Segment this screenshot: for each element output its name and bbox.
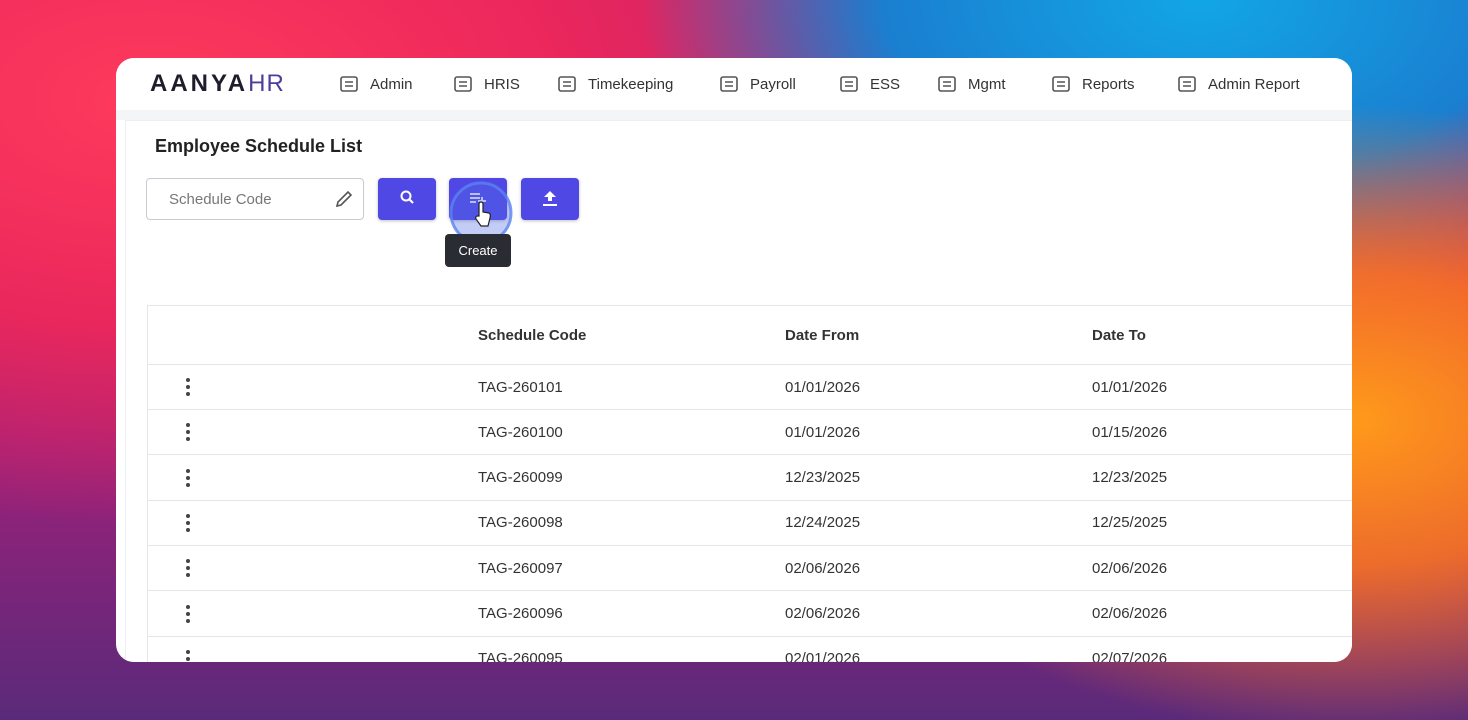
- nav-item[interactable]: Mgmt: [936, 72, 1006, 96]
- table: Schedule Code Date From Date To TAG-260101 0…: [147, 305, 1352, 662]
- create-button[interactable]: [449, 178, 507, 220]
- nav-icon: [1052, 76, 1070, 92]
- table-row: TAG-260095 02/01/2026 02/07/2026: [148, 637, 1352, 662]
- table-cell: 02/06/2026: [785, 559, 861, 577]
- upload-button[interactable]: [521, 178, 579, 220]
- table-cell: TAG-260099: [478, 469, 563, 487]
- row-menu[interactable]: [178, 501, 198, 545]
- logo[interactable]: AANYAHR: [150, 70, 285, 98]
- table-row: TAG-260098 12/24/2025 12/25/2025: [148, 501, 1352, 546]
- nav-label: HRIS: [484, 75, 520, 93]
- table-cell: TAG-260096: [478, 605, 563, 622]
- nav-icon: [340, 76, 358, 92]
- nav-icon: [720, 76, 738, 92]
- table-cell: 12/24/2025: [785, 514, 861, 532]
- logo-suffix: HR: [248, 70, 285, 97]
- column-header[interactable]: Date To: [1092, 326, 1146, 344]
- nav-bar: AANYAHR Admin HRIS Timekeeping Payroll ESS Mg…: [116, 58, 1352, 111]
- placeholder: Schedule Code: [169, 191, 272, 208]
- table-row: TAG-260097 02/06/2026 02/06/2026: [148, 546, 1352, 592]
- search-icon: [400, 190, 414, 204]
- edit-icon: [335, 190, 353, 208]
- row-menu[interactable]: [178, 592, 198, 636]
- nav-item[interactable]: Reports: [1050, 72, 1135, 96]
- search-input[interactable]: Schedule Code: [146, 178, 364, 220]
- table-cell: 02/01/2026: [785, 650, 861, 662]
- nav-icon: [938, 76, 956, 92]
- table-cell: 01/01/2026: [1092, 378, 1168, 396]
- nav-icon: [454, 76, 472, 92]
- table-cell: 01/01/2026: [785, 378, 861, 396]
- logo-brand: AANYA: [150, 70, 249, 97]
- table-row: TAG-260100 01/01/2026 01/15/2026: [148, 410, 1352, 456]
- table-cell: 01/01/2026: [785, 423, 861, 441]
- row-menu[interactable]: [178, 456, 198, 500]
- search-button[interactable]: [378, 178, 436, 220]
- row-menu[interactable]: [178, 410, 198, 454]
- column-header[interactable]: Date From: [785, 326, 860, 344]
- content: [125, 120, 1352, 662]
- table-cell: 12/23/2025: [1092, 469, 1168, 487]
- tooltip: Create: [445, 234, 511, 267]
- nav-icon: [1178, 76, 1196, 92]
- table-cell: TAG-260097: [478, 559, 563, 577]
- nav-item[interactable]: Timekeeping: [556, 72, 673, 96]
- nav-label: Admin Report: [1208, 75, 1300, 93]
- nav-item[interactable]: ESS: [838, 72, 900, 96]
- kebab-icon: [186, 513, 190, 532]
- kebab-icon: [186, 423, 190, 442]
- table-row: TAG-260101 01/01/2026 01/01/2026: [148, 365, 1352, 410]
- nav-item[interactable]: Admin Report: [1176, 72, 1300, 96]
- table-cell: TAG-260101: [478, 378, 563, 396]
- table-cell: 02/07/2026: [1092, 650, 1168, 662]
- table-cell: 12/25/2025: [1092, 514, 1168, 532]
- nav-item[interactable]: Payroll: [718, 72, 796, 96]
- table-row: TAG-260096 02/06/2026 02/06/2026: [148, 592, 1352, 637]
- row-menu[interactable]: [178, 365, 198, 409]
- nav-label: Admin: [370, 75, 413, 93]
- nav-icon: [558, 76, 576, 92]
- page-title: Employee Schedule List: [155, 136, 363, 156]
- column-header[interactable]: Schedule Code: [478, 326, 587, 344]
- nav-label: Payroll: [750, 75, 796, 93]
- row-menu[interactable]: [178, 637, 198, 662]
- nav-label: ESS: [870, 75, 901, 93]
- kebab-icon: [186, 468, 190, 487]
- table-cell: 02/06/2026: [1092, 559, 1168, 577]
- divider: [116, 110, 1352, 120]
- table-cell: 02/06/2026: [1092, 605, 1168, 622]
- nav-icon: [840, 76, 858, 92]
- row-menu[interactable]: [178, 546, 198, 590]
- table-cell: TAG-260098: [478, 514, 563, 532]
- kebab-icon: [186, 649, 190, 661]
- kebab-icon: [186, 604, 190, 623]
- nav-label: Reports: [1082, 75, 1135, 93]
- nav-item[interactable]: Admin: [338, 72, 413, 96]
- kebab-icon: [186, 378, 190, 396]
- table-cell: TAG-260095: [478, 650, 563, 662]
- nav-item[interactable]: HRIS: [452, 72, 520, 96]
- table-cell: 12/23/2025: [785, 469, 861, 487]
- upload-icon: [543, 191, 557, 206]
- table-row: TAG-260099 12/23/2025 12/23/2025: [148, 456, 1352, 501]
- nav-label: Mgmt: [968, 75, 1006, 93]
- nav-label: Timekeeping: [588, 75, 674, 93]
- table-cell: 01/15/2026: [1092, 423, 1168, 441]
- table-cell: TAG-260100: [478, 423, 563, 441]
- app-window: AANYAHR Admin HRIS Timekeeping Payroll ESS Mg…: [116, 58, 1352, 662]
- kebab-icon: [186, 559, 190, 578]
- table-cell: 02/06/2026: [785, 605, 861, 622]
- header-row: Schedule Code Date From Date To: [148, 306, 1352, 365]
